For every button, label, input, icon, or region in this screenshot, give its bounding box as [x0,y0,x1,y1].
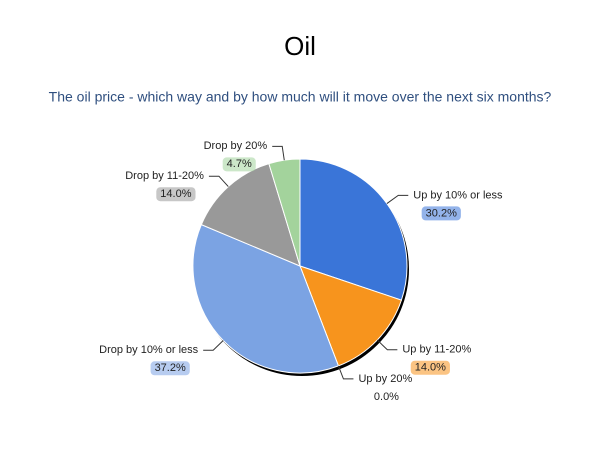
pie-slice [268,158,301,267]
value-label: 14.0% [415,362,446,374]
slice-label: Up by 11-20% [402,344,471,356]
leader-line [376,339,398,351]
value-label-pill [410,360,450,375]
slice-label: Drop by 20% [204,140,268,152]
value-label-pill [156,187,196,202]
chart-title: Oil [284,31,316,61]
value-label-group: 14.0% [410,360,450,375]
value-label-group: 37.2% [150,361,190,376]
slice-label: Up by 20% [358,373,412,385]
leader-line [337,365,354,380]
slice-label: Drop by 10% or less [99,344,199,356]
value-label-group: 4.7% [222,157,256,172]
slice-label: Drop by 11-20% [125,170,204,182]
value-label-pill [222,157,256,172]
value-label-group: 30.2% [421,206,461,221]
pie-slice [299,158,408,301]
value-label-group: 0.0% [374,391,399,403]
value-label: 0.0% [374,391,399,403]
leader-line [203,340,224,351]
value-label: 14.0% [160,188,191,200]
value-label-group: 14.0% [156,187,196,202]
pie-slice [200,162,301,267]
chart-subtitle: The oil price - which way and by how muc… [49,89,552,105]
pie-slice [299,265,403,367]
value-label: 4.7% [227,158,252,170]
leader-line [208,175,229,187]
value-label-pill [150,361,190,376]
slice-label: Up by 10% or less [413,189,503,201]
value-label: 30.2% [426,207,457,219]
value-label-pill [421,206,461,221]
pie-slice [192,223,340,374]
value-label: 37.2% [155,362,186,374]
leader-line [272,145,285,161]
leader-line [386,194,409,204]
